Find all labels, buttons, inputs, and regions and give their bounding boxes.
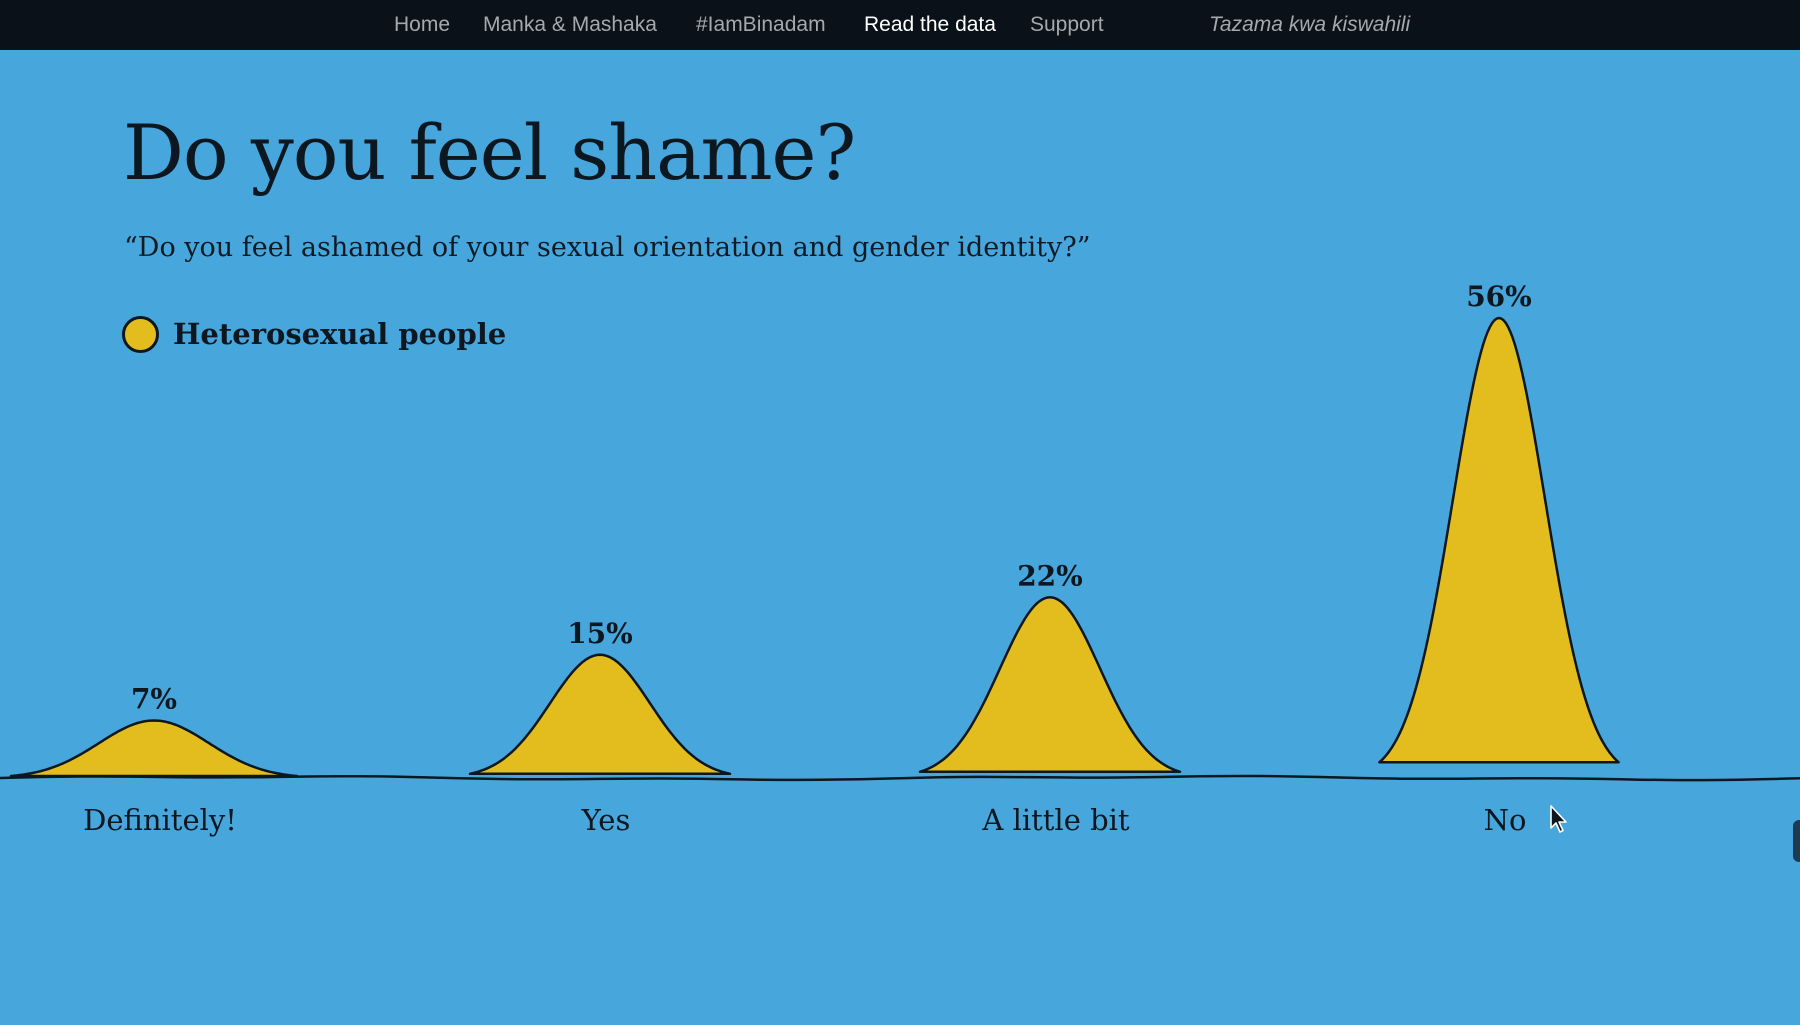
chart-legend: Heterosexual people [122,312,506,356]
page-title: Do you feel shame? [123,108,856,197]
legend-label-heterosexual: Heterosexual people [173,317,507,351]
scroll-handle[interactable] [1793,820,1800,862]
bump-yes [468,653,732,776]
value-label: 56% [1466,280,1532,313]
value-label: 22% [1017,559,1083,592]
category-label: No [1484,803,1527,837]
nav-read-the-data[interactable]: Read the data [864,13,996,36]
chart-baseline [0,774,1800,782]
nav-manka-mashaka[interactable]: Manka & Mashaka [483,13,657,36]
nav-support[interactable]: Support [1030,13,1104,36]
nav-home[interactable]: Home [394,13,451,36]
mouse-cursor-icon [1550,805,1567,833]
category-label: A little bit [981,803,1130,837]
category-label: Definitely! [83,803,237,837]
nav-iambinadam[interactable]: #IamBinadam [696,13,826,36]
bump-definitely [9,719,299,778]
value-label: 7% [131,683,177,716]
legend-swatch-heterosexual [122,315,159,353]
bump-a-little-bit [918,596,1182,774]
page-subtitle: “Do you feel ashamed of your sexual orie… [124,232,1091,263]
category-label: Yes [581,803,631,837]
value-label: 15% [567,617,633,650]
top-navigation: Home Manka & Mashaka #IamBinadam Read th… [0,0,1800,50]
language-switch-link[interactable]: Tazama kwa kiswahili [1209,13,1411,36]
bump-no [1378,316,1620,764]
